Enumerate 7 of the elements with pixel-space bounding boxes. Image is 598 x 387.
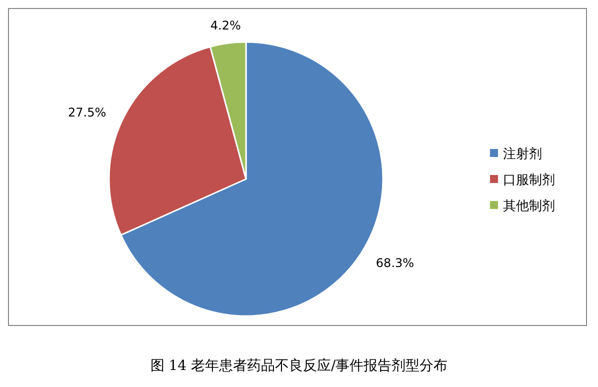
legend-label: 口服制剂 xyxy=(503,172,555,188)
data-label: 4.2% xyxy=(210,18,241,33)
text: 图 14 老年患者药品不良反应/事件报告剂型分布 xyxy=(150,358,448,374)
legend-label: 注射剂 xyxy=(503,146,542,162)
data-label: 27.5% xyxy=(68,106,106,120)
legend-label: 其他制剂 xyxy=(503,198,555,214)
data-label: 68.3% xyxy=(376,256,414,270)
